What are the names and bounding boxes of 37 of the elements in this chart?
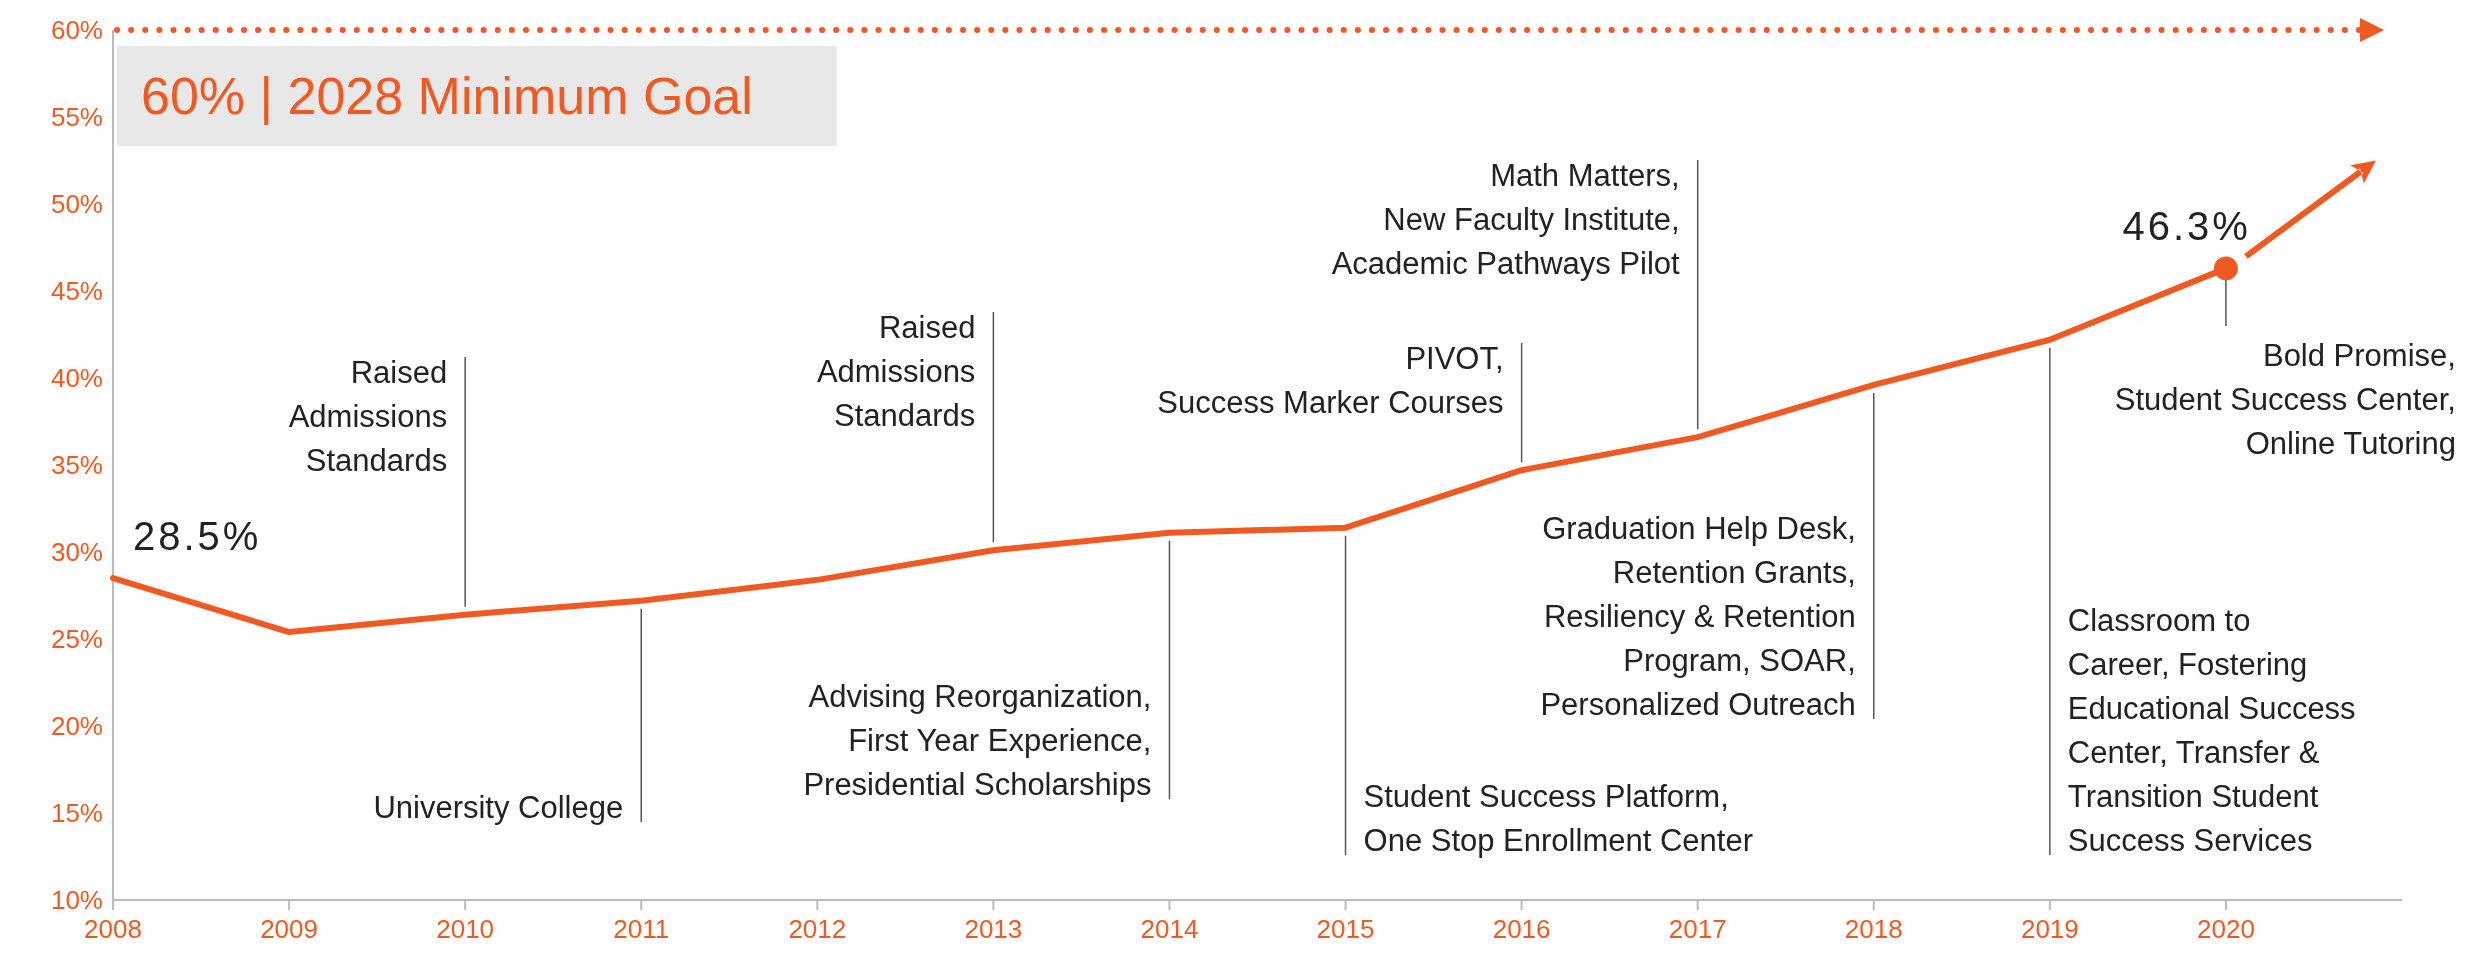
annotation: Raised Admissions Standards xyxy=(288,355,448,479)
y-tick-label: 15% xyxy=(50,798,103,829)
x-tick-label: 2008 xyxy=(84,914,142,944)
annotation: Student Success Platform, One Stop Enrollment Center xyxy=(1363,779,1753,858)
annotation: PIVOT, Success Marker Courses xyxy=(1157,341,1504,421)
ref-line-label: 60% | 2028 Minimum Goal xyxy=(141,67,753,125)
y-tick-label: 35% xyxy=(50,450,103,481)
x-tick-label: 2019 xyxy=(2020,914,2079,944)
y-tick-label: 30% xyxy=(50,537,103,568)
x-tick-label: 2015 xyxy=(1316,914,1375,944)
x-tick-label: 2011 xyxy=(613,914,670,944)
x-tick-label: 2009 xyxy=(260,914,318,944)
y-tick-label: 50% xyxy=(50,189,103,220)
x-tick-label: 2014 xyxy=(1140,914,1199,944)
x-tick-label: 2017 xyxy=(1668,914,1727,944)
data-label: 46.3% xyxy=(2122,204,2251,249)
y-tick-label: 20% xyxy=(50,711,103,742)
y-tick-label: 10% xyxy=(50,885,103,916)
annotation: Classroom to Career, Fostering Educational Success Center, Transfer & Transition Student Success Services xyxy=(2067,603,2356,858)
x-tick-label: 2012 xyxy=(788,914,847,944)
annotation: Graduation Help Desk, Retention Grants, Resiliency & Retention Program, SOAR, Personalized Outreach xyxy=(1540,511,1856,722)
annotation: Raised Admissions Standards xyxy=(816,310,976,434)
x-tick-label: 2016 xyxy=(1492,914,1551,944)
data-label: 28.5% xyxy=(133,514,262,559)
y-tick-label: 60% xyxy=(50,15,103,46)
x-tick-label: 2010 xyxy=(436,914,495,944)
annotation: Bold Promise, Student Success Center, Online Tutoring xyxy=(2114,338,2456,462)
x-tick-label: 2013 xyxy=(964,914,1023,944)
y-tick-label: 25% xyxy=(50,624,103,655)
annotation: Math Matters, New Faculty Institute, Academic Pathways Pilot xyxy=(1331,158,1681,282)
y-tick-label: 45% xyxy=(50,276,103,307)
y-tick-label: 55% xyxy=(50,102,103,133)
y-tick-label: 40% xyxy=(50,363,103,394)
annotation: Advising Reorganization, First Year Experience, Presidential Scholarships xyxy=(803,679,1152,802)
annotation: University College xyxy=(373,790,624,825)
x-tick-label: 2018 xyxy=(1844,914,1903,944)
x-tick-label: 2020 xyxy=(2197,914,2255,944)
